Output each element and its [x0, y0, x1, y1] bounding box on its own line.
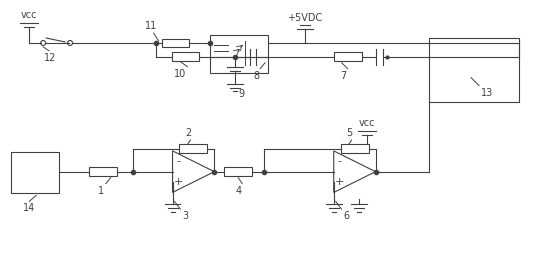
Bar	[162, 39, 190, 47]
Text: 4: 4	[235, 186, 241, 196]
Bar	[341, 144, 369, 153]
Bar	[11, 152, 59, 193]
Text: 13: 13	[481, 88, 493, 98]
Text: 14: 14	[23, 203, 36, 213]
Text: +: +	[335, 177, 344, 187]
Text: 7: 7	[341, 71, 347, 81]
Bar	[89, 167, 117, 176]
Text: 9: 9	[238, 89, 244, 99]
Text: 6: 6	[344, 211, 350, 221]
Text: +5VDC: +5VDC	[287, 13, 322, 23]
Bar	[172, 52, 200, 61]
Text: vcc: vcc	[358, 118, 375, 128]
Text: 11: 11	[145, 21, 157, 31]
Text: 3: 3	[182, 211, 188, 221]
Text: 10: 10	[175, 69, 187, 79]
Text: vcc: vcc	[21, 10, 37, 20]
Text: 1: 1	[98, 186, 104, 196]
Text: 12: 12	[44, 53, 56, 63]
Bar	[210, 35, 268, 73]
Bar	[224, 167, 252, 176]
Text: -: -	[337, 156, 342, 166]
Bar	[180, 144, 207, 153]
Text: 5: 5	[346, 128, 353, 138]
Bar	[334, 52, 361, 61]
Text: 2: 2	[185, 128, 192, 138]
Text: +: +	[174, 177, 183, 187]
Text: -: -	[176, 156, 181, 166]
Bar	[429, 38, 519, 102]
Text: 8: 8	[253, 71, 259, 81]
